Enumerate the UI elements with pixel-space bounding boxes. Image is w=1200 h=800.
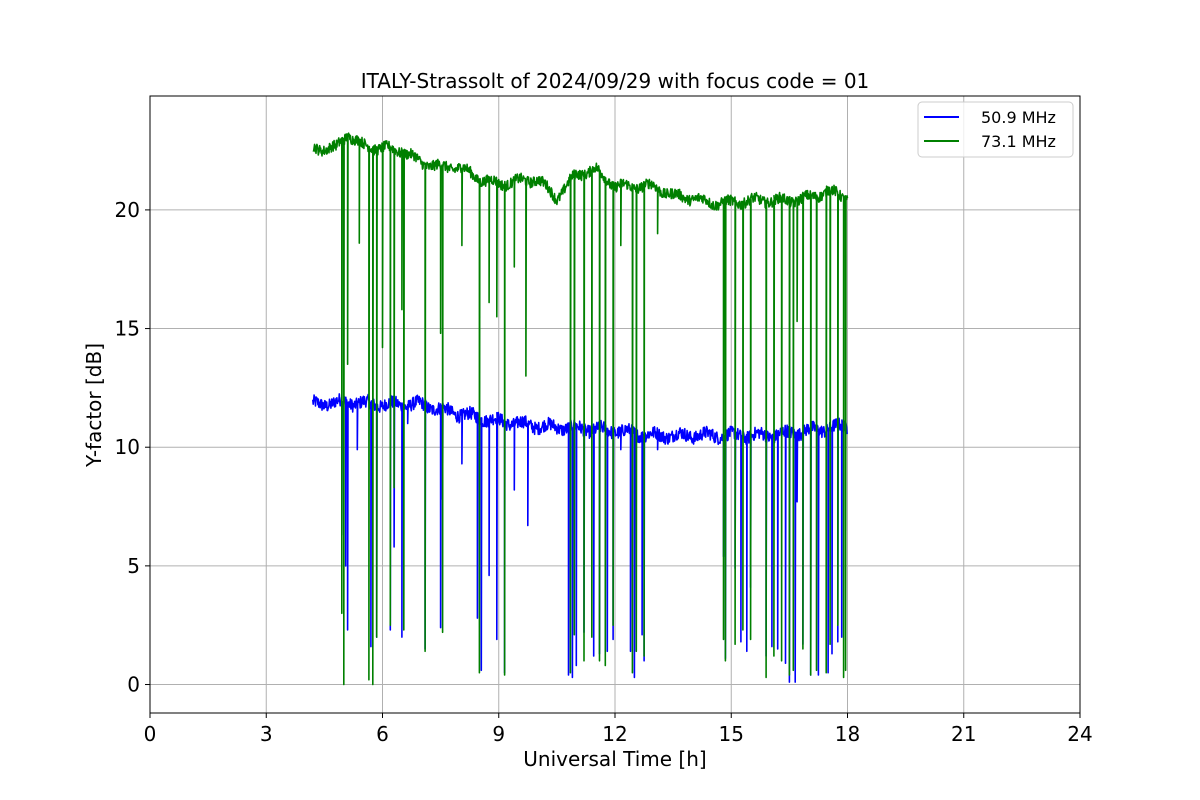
legend-box: [917, 101, 1074, 158]
x-tick-label: 3: [260, 722, 273, 746]
y-tick-label: 15: [115, 317, 140, 341]
chart-title: ITALY-Strassolt of 2024/09/29 with focus…: [361, 69, 870, 93]
x-axis-label: Universal Time [h]: [523, 747, 706, 771]
y-axis-label: Y-factor [dB]: [82, 343, 106, 468]
y-tick-label: 0: [127, 673, 140, 697]
axis-ticks: 0 3 6 9 12 15 18 21 24 0 5 10 15 20: [115, 198, 1093, 746]
y-tick-label: 20: [115, 198, 140, 222]
x-tick-label: 15: [719, 722, 744, 746]
x-tick-label: 24: [1067, 722, 1092, 746]
series-line-73-1-mhz: [312, 132, 849, 686]
legend-label-73-1-mhz: 73.1 MHz: [981, 132, 1056, 151]
y-tick-label: 10: [115, 435, 140, 459]
series-50-9-mhz: [312, 393, 849, 683]
y-tick-label: 5: [127, 554, 140, 578]
legend: 50.9 MHz 73.1 MHz: [917, 101, 1074, 158]
legend-label-50-9-mhz: 50.9 MHz: [981, 108, 1056, 127]
x-tick-label: 12: [602, 722, 627, 746]
x-tick-label: 9: [492, 722, 505, 746]
series-73-1-mhz: [312, 132, 849, 686]
series-line-50-9-mhz: [312, 393, 849, 683]
x-tick-label: 18: [835, 722, 860, 746]
x-tick-label: 6: [376, 722, 389, 746]
plot-series: [312, 132, 849, 686]
x-tick-label: 21: [951, 722, 976, 746]
x-tick-label: 0: [144, 722, 157, 746]
